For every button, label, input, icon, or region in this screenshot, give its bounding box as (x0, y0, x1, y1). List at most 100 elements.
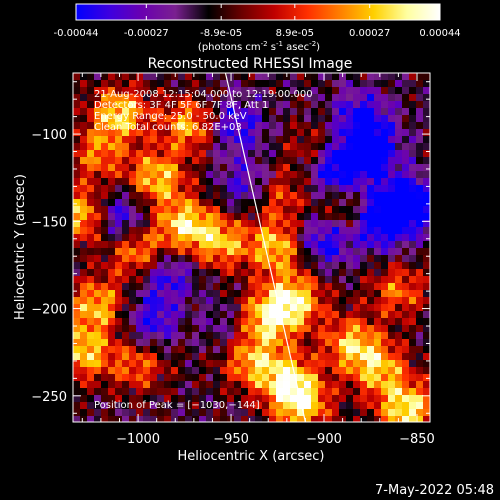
heatmap-cell (122, 87, 130, 95)
heatmap-cell (409, 122, 417, 130)
heatmap-cell (213, 388, 221, 396)
heatmap-cell (255, 227, 263, 235)
heatmap-cell (94, 241, 102, 249)
heatmap-cell (94, 409, 102, 417)
heatmap-cell (129, 416, 137, 422)
heatmap-cell (192, 164, 200, 172)
heatmap-cell (143, 220, 151, 228)
heatmap-cell (234, 325, 242, 333)
heatmap-cell (241, 192, 249, 200)
heatmap-cell (388, 115, 396, 123)
heatmap-cell (346, 129, 354, 137)
heatmap-cell (220, 192, 228, 200)
heatmap-cell (402, 143, 410, 151)
heatmap-cell (101, 339, 109, 347)
heatmap-cell (213, 248, 221, 256)
heatmap-cell (402, 227, 410, 235)
heatmap-cell (248, 297, 256, 305)
heatmap-cell (339, 164, 347, 172)
heatmap-cell (374, 248, 382, 256)
heatmap-cell (276, 94, 284, 102)
heatmap-cell (143, 332, 151, 340)
heatmap-cell (136, 367, 144, 375)
heatmap-cell (129, 276, 137, 284)
heatmap-cell (290, 234, 298, 242)
heatmap-cell (241, 101, 249, 109)
heatmap-cell (73, 318, 81, 326)
heatmap-cell (115, 374, 123, 382)
heatmap-cell (325, 374, 333, 382)
heatmap-cell (108, 304, 116, 312)
heatmap-cell (402, 304, 410, 312)
heatmap-cell (332, 269, 340, 277)
heatmap-cell (220, 199, 228, 207)
heatmap-cell (262, 297, 270, 305)
heatmap-cell (101, 332, 109, 340)
heatmap-cell (234, 332, 242, 340)
heatmap-cell (129, 283, 137, 291)
heatmap-cell (164, 416, 172, 422)
heatmap-cell (115, 311, 123, 319)
heatmap-cell (122, 402, 130, 410)
heatmap-cell (367, 416, 375, 422)
heatmap-cell (360, 346, 368, 354)
heatmap-cell (94, 262, 102, 270)
heatmap-cell (185, 304, 193, 312)
heatmap-cell (290, 199, 298, 207)
heatmap-cell (388, 73, 396, 81)
heatmap-cell (80, 73, 88, 81)
heatmap-cell (395, 101, 403, 109)
heatmap-cell (94, 269, 102, 277)
heatmap-cell (262, 332, 270, 340)
heatmap-cell (143, 276, 151, 284)
heatmap-cell (178, 297, 186, 305)
heatmap-cell (367, 94, 375, 102)
heatmap-cell (353, 262, 361, 270)
heatmap-cell (353, 353, 361, 361)
heatmap-cell (360, 248, 368, 256)
heatmap-cell (346, 325, 354, 333)
heatmap-cell (388, 241, 396, 249)
heatmap-cell (360, 318, 368, 326)
heatmap-cell (367, 171, 375, 179)
heatmap-cell (346, 80, 354, 88)
heatmap-cell (353, 129, 361, 137)
heatmap-cell (178, 234, 186, 242)
heatmap-cell (416, 311, 424, 319)
heatmap-cell (416, 101, 424, 109)
heatmap-cell (150, 346, 158, 354)
heatmap-cell (381, 325, 389, 333)
heatmap-cell (339, 374, 347, 382)
heatmap-cell (283, 290, 291, 298)
heatmap-cell (129, 304, 137, 312)
heatmap-cell (164, 122, 172, 130)
heatmap-cell (108, 206, 116, 214)
heatmap-cell (416, 360, 424, 368)
heatmap-cell (255, 178, 263, 186)
heatmap-cell (178, 311, 186, 319)
heatmap-cell (311, 227, 319, 235)
heatmap-cell (402, 311, 410, 319)
heatmap-cell (409, 185, 417, 193)
heatmap-cell (269, 367, 277, 375)
heatmap-cell (255, 94, 263, 102)
heatmap-cell (325, 129, 333, 137)
heatmap-cell (234, 143, 242, 151)
colorbar-tick-label: -8.9e-05 (200, 28, 242, 39)
heatmap-cell (73, 381, 81, 389)
heatmap-cell (73, 339, 81, 347)
heatmap-cell (276, 129, 284, 137)
heatmap-cell (185, 143, 193, 151)
heatmap-cell (206, 108, 214, 116)
heatmap-cell (150, 87, 158, 95)
heatmap-cell (143, 213, 151, 221)
heatmap-cell (178, 255, 186, 263)
heatmap-cell (360, 374, 368, 382)
heatmap-cell (402, 325, 410, 333)
heatmap-cell (423, 178, 430, 186)
heatmap-cell (311, 248, 319, 256)
heatmap-cell (192, 339, 200, 347)
heatmap-cell (234, 283, 242, 291)
heatmap-cell (311, 332, 319, 340)
heatmap-cell (353, 101, 361, 109)
